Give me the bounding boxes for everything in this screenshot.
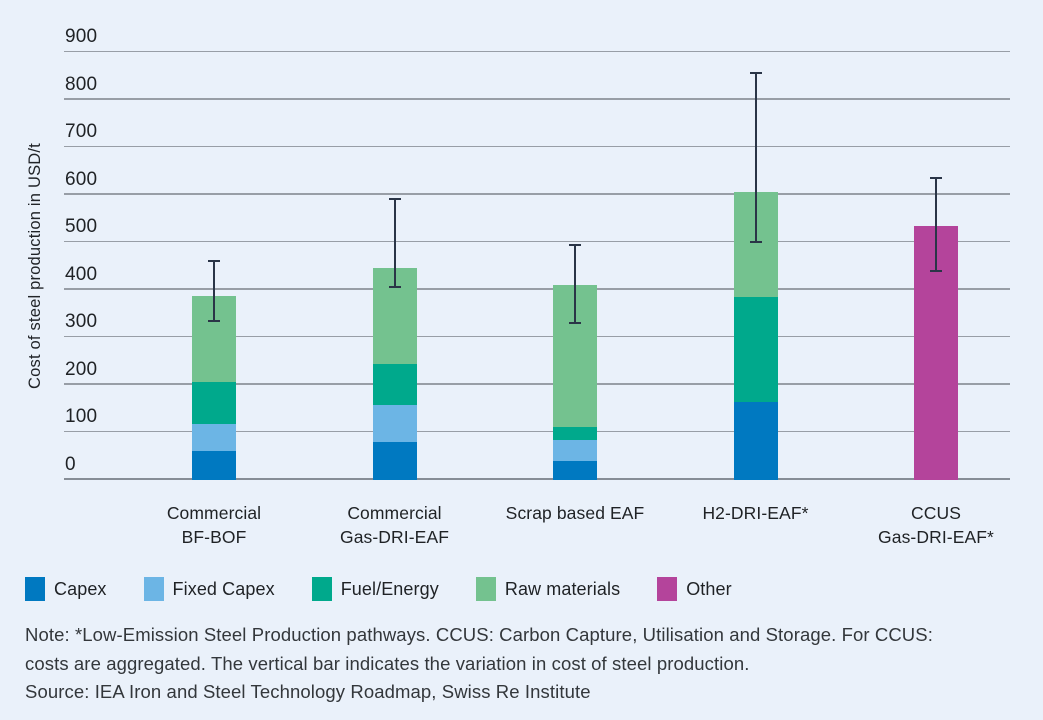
x-axis-labels: Commercial BF-BOF Commercial Gas-DRI-EAF Scr… [64, 501, 1010, 561]
gridline [64, 98, 1010, 100]
legend-item-raw-materials: Raw materials [475, 577, 621, 601]
legend-label-fixed-capex: Fixed Capex [172, 578, 275, 599]
gridline [64, 383, 1010, 385]
y-tick-label: 900 [65, 26, 98, 47]
error-bar-top-cap [569, 243, 581, 246]
note-block: Note: *Low-Emission Steel Production pat… [25, 621, 1020, 707]
x-axis-line [64, 478, 1010, 480]
bar-segment-fixed-capex [192, 424, 236, 452]
x-axis-label-ccus-gas-dri-eaf: CCUS Gas-DRI-EAF* [831, 501, 1041, 549]
x-axis-label-line: Gas-DRI-EAF* [878, 527, 994, 547]
legend-swatch-other [657, 577, 678, 601]
bar-commercial-gas-dri-eaf [372, 268, 417, 480]
bar-segment-fixed-capex [553, 439, 597, 461]
legend: Capex Fixed Capex Fuel/Energy Raw materials… [25, 577, 732, 601]
x-axis-label-line: Commercial [166, 503, 262, 523]
legend-swatch-fixed-capex [143, 577, 164, 601]
error-bar-top-cap [388, 198, 401, 201]
bar-h2-dri-eaf [733, 192, 778, 480]
error-bar-line [393, 199, 396, 288]
error-bar-top-cap [208, 260, 220, 263]
error-bar-line [935, 178, 937, 271]
bar-segment-fuel-energy [733, 296, 778, 402]
bar-segment-fuel-energy [192, 381, 236, 425]
legend-label-fuel-energy: Fuel/Energy [340, 578, 439, 599]
plot-area: 0 100 200 300 400 500 600 700 800 900 [64, 27, 1010, 480]
x-axis-label-commercial-bf-bof: Commercial BF-BOF [109, 501, 319, 549]
error-bar-bottom-cap [388, 286, 401, 289]
legend-label-capex: Capex [54, 578, 107, 599]
legend-item-capex: Capex [25, 577, 107, 601]
error-bar-line [754, 73, 757, 243]
legend-item-fixed-capex: Fixed Capex [143, 577, 275, 601]
error-bar-bottom-cap [569, 322, 581, 325]
gridline [64, 145, 1010, 148]
bar-segment-fuel-energy [553, 426, 597, 440]
bar-segment-capex [372, 441, 417, 480]
x-axis-label-h2-dri-eaf: H2-DRI-EAF* [651, 501, 861, 525]
gridline [64, 193, 1010, 195]
legend-swatch-fuel-energy [311, 577, 332, 601]
bar-segment-capex [733, 401, 778, 480]
gridline [64, 240, 1010, 243]
legend-label-raw-materials: Raw materials [504, 578, 621, 599]
note-line-2: costs are aggregated. The vertical bar i… [25, 652, 750, 674]
legend-item-fuel-energy: Fuel/Energy [311, 577, 439, 601]
y-tick-label: 0 [65, 454, 76, 475]
bar-segment-capex [192, 451, 236, 480]
x-axis-label-commercial-gas-dri-eaf: Commercial Gas-DRI-EAF [290, 501, 500, 549]
error-bar-bottom-cap [208, 319, 220, 322]
gridline [64, 288, 1010, 290]
gridline [64, 335, 1010, 338]
gridline [64, 430, 1010, 433]
source-line: Source: IEA Iron and Steel Technology Ro… [25, 681, 591, 702]
x-axis-label-line: Gas-DRI-EAF [339, 527, 450, 547]
y-tick-label: 400 [65, 263, 98, 285]
legend-item-other: Other [657, 577, 732, 601]
x-axis-label-line: BF-BOF [181, 527, 247, 547]
y-tick-label: 200 [65, 358, 98, 380]
legend-swatch-raw-materials [475, 577, 496, 601]
error-bar-bottom-cap [749, 241, 762, 244]
legend-label-other: Other [686, 578, 732, 599]
y-tick-label: 500 [65, 216, 98, 238]
x-axis-label-line: Scrap based EAF [505, 503, 645, 523]
error-bar-line [213, 261, 215, 321]
bar-commercial-bf-bof [192, 295, 236, 480]
y-tick-label: 600 [65, 168, 98, 190]
bar-segment-fixed-capex [372, 404, 417, 442]
x-axis-label-line: Commercial [347, 503, 442, 523]
error-bar-top-cap [749, 72, 762, 75]
error-bar-bottom-cap [930, 269, 942, 272]
error-bar-line [574, 244, 576, 324]
x-axis-label-scrap-based-eaf: Scrap based EAF [470, 501, 680, 525]
y-tick-label: 100 [65, 406, 98, 428]
y-tick-label: 300 [65, 311, 98, 333]
x-axis-label-line: H2-DRI-EAF* [702, 503, 809, 523]
gridline [64, 50, 1010, 52]
y-axis-title: Cost of steel production in USD/t [26, 143, 44, 389]
bar-segment-capex [553, 460, 597, 480]
bar-segment-fuel-energy [372, 363, 417, 405]
y-tick-label: 800 [65, 73, 98, 95]
y-tick-label: 700 [65, 121, 98, 143]
x-axis-label-line: CCUS [911, 503, 961, 523]
error-bar-top-cap [930, 177, 942, 180]
legend-swatch-capex [25, 577, 45, 601]
note-line-1: Note: *Low-Emission Steel Production pat… [25, 624, 933, 645]
